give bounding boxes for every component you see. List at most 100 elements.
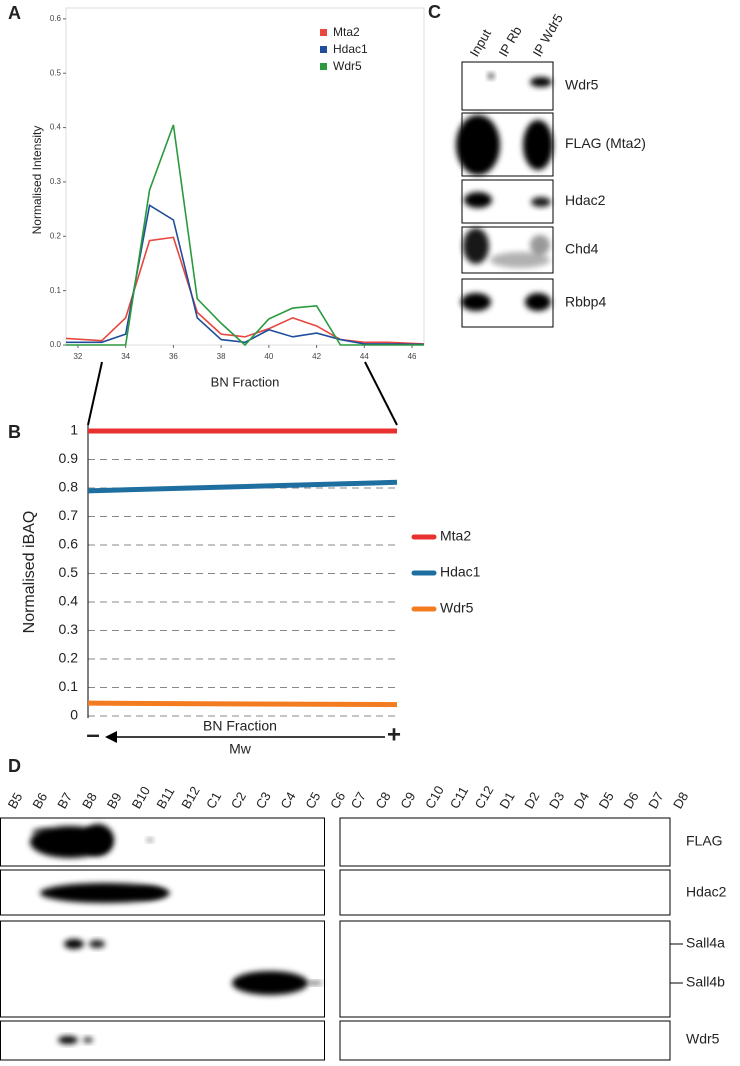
y-tick-label: 1: [70, 422, 78, 438]
lane-label: C7: [348, 789, 369, 811]
y-tick-label: 0.4: [59, 593, 79, 609]
y-tick-label: 0.8: [59, 479, 79, 495]
band: [461, 293, 491, 311]
direction-label: Mw: [229, 741, 252, 757]
y-tick-label: 0.5: [59, 564, 79, 580]
panel-label: B: [8, 422, 21, 442]
lane-label: D5: [596, 789, 617, 811]
lane-label: C1: [203, 789, 224, 811]
band: [83, 1037, 93, 1043]
legend-label: Hdac1: [440, 564, 481, 580]
lane-label: B11: [153, 785, 177, 812]
legend-swatch: [320, 63, 327, 70]
band: [456, 115, 500, 175]
y-tick-label: 0: [70, 707, 78, 723]
legend-label: Wdr5: [440, 600, 474, 616]
series-line: [87, 700, 398, 708]
band: [490, 252, 550, 268]
lane-label: C11: [447, 784, 471, 811]
band: [488, 73, 494, 79]
lane-label: C5: [302, 789, 323, 811]
band: [307, 981, 323, 985]
lane-label: C6: [327, 789, 348, 811]
y-axis-label: Normalised iBAQ: [21, 511, 38, 634]
blot-frame: [339, 1020, 671, 1061]
y-tick-label: 0.2: [50, 231, 62, 240]
legend-label: Wdr5: [333, 59, 362, 73]
y-tick-label: 0.1: [59, 678, 79, 694]
lane-label: B6: [29, 790, 50, 811]
band: [525, 293, 551, 311]
lane-label: C3: [253, 789, 274, 811]
row-label: Hdac2: [565, 192, 606, 208]
x-tick-label: 42: [312, 352, 321, 361]
row-label: FLAG (Mta2): [565, 135, 646, 151]
lane-label: B9: [104, 790, 125, 811]
lane-label: B10: [129, 784, 154, 812]
band: [530, 235, 550, 255]
y-axis-label: Normalised Intensity: [30, 126, 44, 235]
lane-label: D1: [496, 789, 517, 811]
panel-label: A: [8, 3, 21, 23]
lane-label: C8: [372, 789, 393, 811]
y-tick-label: 0.0: [50, 340, 62, 349]
blot-frame: [0, 1020, 325, 1061]
y-tick-label: 0.6: [59, 536, 79, 552]
series-line: [65, 236, 425, 345]
lane-label: D3: [546, 789, 567, 811]
x-tick-label: 40: [264, 352, 273, 361]
band: [531, 197, 551, 207]
band: [58, 1036, 78, 1044]
lane-label: D6: [620, 789, 641, 811]
legend-swatch: [320, 46, 327, 53]
band: [82, 824, 114, 856]
blot-frame: [339, 817, 671, 867]
lane-label: Input: [467, 26, 495, 59]
band: [530, 77, 552, 87]
x-tick-label: 36: [169, 352, 178, 361]
row-label: Sall4a: [686, 935, 725, 951]
x-tick-label: 46: [408, 352, 417, 361]
legend-label: Hdac1: [333, 42, 368, 56]
band: [464, 192, 492, 208]
series-line: [87, 479, 398, 494]
lane-label: C2: [228, 789, 249, 811]
y-tick-label: 0.2: [59, 650, 79, 666]
blot-frame: [0, 920, 325, 1018]
band: [523, 120, 553, 170]
x-axis-label: BN Fraction: [211, 374, 280, 389]
series-line: [66, 124, 424, 347]
lane-label: D8: [670, 789, 691, 811]
x-axis-label: BN Fraction: [203, 718, 277, 734]
lane-label: B5: [5, 790, 26, 811]
blot-frame: [339, 920, 671, 1018]
plot-area: [65, 7, 425, 346]
panel-label: C: [428, 2, 441, 22]
band: [232, 971, 308, 995]
band: [89, 940, 105, 948]
lane-label: B8: [79, 790, 100, 811]
panel-label: D: [8, 756, 21, 776]
x-tick-label: 34: [121, 352, 130, 361]
band: [32, 828, 52, 836]
band: [135, 887, 165, 899]
legend-swatch: [320, 29, 327, 36]
lane-label: IP Rb: [496, 24, 525, 59]
y-tick-label: 0.7: [59, 507, 79, 523]
y-tick-label: 0.9: [59, 450, 79, 466]
connector: [364, 361, 398, 426]
row-label: Rbbp4: [565, 294, 606, 310]
blot-frame: [339, 869, 671, 916]
lane-label: C10: [422, 783, 447, 811]
x-tick-label: 38: [217, 352, 226, 361]
row-label: Sall4b: [686, 974, 725, 990]
y-tick-label: 0.3: [50, 177, 62, 186]
row-label: Hdac2: [686, 884, 727, 900]
y-tick-label: 0.3: [59, 621, 79, 637]
band: [64, 939, 84, 949]
row-label: Wdr5: [565, 77, 599, 93]
end-label: +: [387, 721, 401, 748]
band: [463, 228, 489, 264]
lane-label: C4: [277, 789, 298, 811]
